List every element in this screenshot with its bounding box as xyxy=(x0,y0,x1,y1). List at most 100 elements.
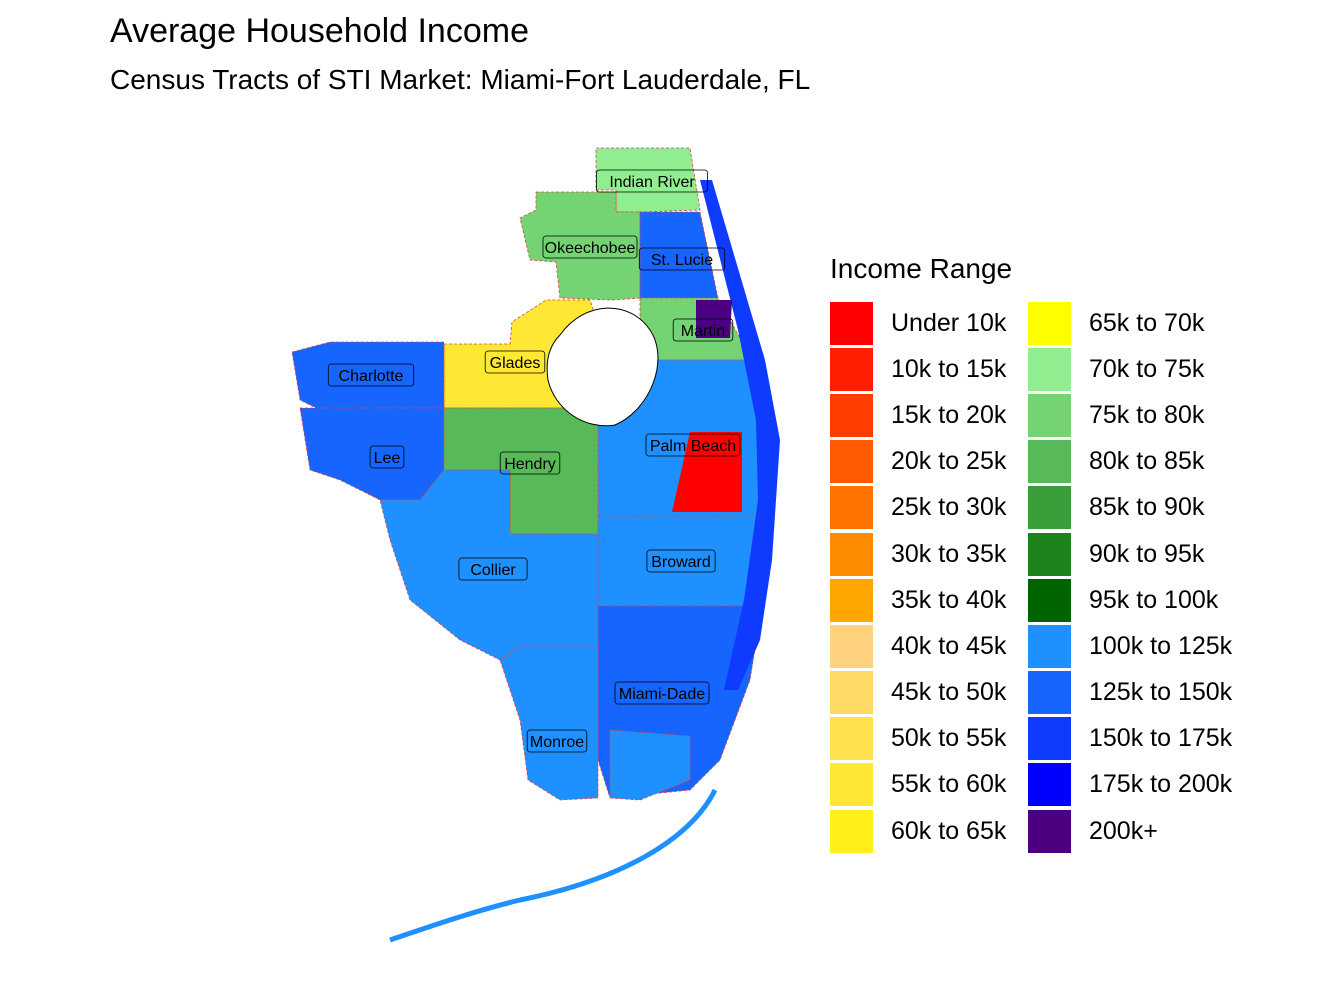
county-label-indian-river: Indian River xyxy=(596,169,709,193)
legend-label: 20k to 25k xyxy=(891,447,1007,476)
svg-text:Hendry: Hendry xyxy=(504,456,556,473)
legend-item: 50k to 55k xyxy=(830,716,1028,762)
legend-label: 75k to 80k xyxy=(1089,400,1205,429)
county-labels: Indian River Okeechobee St. Lucie Martin Gla… xyxy=(327,169,741,753)
legend-item: 45k to 50k xyxy=(830,670,1028,716)
legend-item: 90k to 95k xyxy=(1028,531,1238,577)
county-label-charlotte: Charlotte xyxy=(327,363,415,387)
legend-label: 70k to 75k xyxy=(1089,354,1205,383)
county-label-glades: Glades xyxy=(484,350,546,374)
legend-swatch xyxy=(830,763,873,807)
county-lee xyxy=(299,407,445,501)
legend-swatch xyxy=(830,347,873,391)
legend-label: 50k to 55k xyxy=(891,724,1007,753)
legend-swatch xyxy=(1028,671,1071,715)
legend-swatch xyxy=(830,717,873,761)
legend-item: 95k to 100k xyxy=(1028,577,1238,623)
legend-item: 15k to 20k xyxy=(830,392,1028,438)
legend-swatch xyxy=(1028,578,1071,622)
legend-item: 150k to 175k xyxy=(1028,716,1238,762)
legend-item: 35k to 40k xyxy=(830,577,1028,623)
county-label-miami-dade: Miami-Dade xyxy=(614,681,710,705)
legend-swatch xyxy=(830,301,873,345)
svg-text:Glades: Glades xyxy=(490,355,541,372)
legend-item: 30k to 35k xyxy=(830,531,1028,577)
county-label-collier: Collier xyxy=(458,557,528,581)
svg-text:Indian River: Indian River xyxy=(609,174,695,191)
legend-swatch xyxy=(1028,809,1071,853)
legend-label: 35k to 40k xyxy=(891,585,1007,614)
legend-swatch xyxy=(830,393,873,437)
legend-label: 90k to 95k xyxy=(1089,539,1205,568)
legend-swatch xyxy=(1028,301,1071,345)
legend-swatch xyxy=(1028,717,1071,761)
legend-item: 65k to 70k xyxy=(1028,300,1238,346)
legend-label: 100k to 125k xyxy=(1089,631,1233,660)
legend-swatch xyxy=(1028,440,1071,484)
legend-label: 80k to 85k xyxy=(1089,447,1205,476)
county-label-monroe: Monroe xyxy=(526,729,588,753)
county-label-broward: Broward xyxy=(646,549,716,573)
legend-swatch xyxy=(830,440,873,484)
legend-item: 60k to 65k xyxy=(830,808,1028,854)
county-label-palm-beach: Palm Beach xyxy=(645,433,741,457)
legend-label: 15k to 20k xyxy=(891,400,1007,429)
legend-label: 55k to 60k xyxy=(891,770,1007,799)
legend-label: 150k to 175k xyxy=(1089,724,1233,753)
palm-beach-low-income xyxy=(672,432,742,512)
legend-swatch xyxy=(830,532,873,576)
legend-label: 85k to 90k xyxy=(1089,493,1205,522)
legend-item: 85k to 90k xyxy=(1028,485,1238,531)
legend-item: 125k to 150k xyxy=(1028,670,1238,716)
county-monroe xyxy=(499,645,599,801)
svg-text:Miami-Dade: Miami-Dade xyxy=(619,686,705,703)
legend-item: 80k to 85k xyxy=(1028,439,1238,485)
legend-swatch xyxy=(1028,763,1071,807)
legend-label: Under 10k xyxy=(891,308,1007,337)
county-indian-river xyxy=(595,147,701,213)
legend-label: 125k to 150k xyxy=(1089,678,1233,707)
legend-item: 25k to 30k xyxy=(830,485,1028,531)
legend-title: Income Range xyxy=(830,253,1013,284)
legend-label: 10k to 15k xyxy=(891,354,1007,383)
legend-label: 30k to 35k xyxy=(891,539,1007,568)
svg-text:Okeechobee: Okeechobee xyxy=(545,240,636,257)
svg-text:Broward: Broward xyxy=(651,554,711,571)
legend: Under 10k 10k to 15k 15k to 20k 20k to 25k 2… xyxy=(830,300,1238,854)
legend-label: 175k to 200k xyxy=(1089,770,1233,799)
svg-text:Collier: Collier xyxy=(470,562,516,579)
legend-item: 75k to 80k xyxy=(1028,392,1238,438)
legend-swatch xyxy=(830,624,873,668)
legend-swatch xyxy=(1028,393,1071,437)
svg-text:Martin: Martin xyxy=(681,323,725,340)
county-label-st-lucie: St. Lucie xyxy=(638,247,726,271)
legend-item: 10k to 15k xyxy=(830,346,1028,392)
svg-text:St. Lucie: St. Lucie xyxy=(651,252,713,269)
map-title: Average Household Income xyxy=(110,12,529,50)
svg-text:Charlotte: Charlotte xyxy=(339,368,404,385)
legend-swatch xyxy=(1028,347,1071,391)
county-label-hendry: Hendry xyxy=(499,451,561,475)
county-monroe-south xyxy=(609,729,691,801)
legend-label: 25k to 30k xyxy=(891,493,1007,522)
county-collier xyxy=(379,469,599,661)
legend-label: 45k to 50k xyxy=(891,678,1007,707)
county-okeechobee xyxy=(519,191,641,301)
legend-item: 100k to 125k xyxy=(1028,623,1238,669)
legend-swatch xyxy=(1028,486,1071,530)
legend-item: 70k to 75k xyxy=(1028,346,1238,392)
legend-label: 95k to 100k xyxy=(1089,585,1219,614)
legend-item: 40k to 45k xyxy=(830,623,1028,669)
svg-text:Monroe: Monroe xyxy=(530,734,584,751)
county-label-martin: Martin xyxy=(672,318,734,342)
county-label-lee: Lee xyxy=(369,445,405,469)
svg-text:Palm Beach: Palm Beach xyxy=(650,438,736,455)
svg-text:Lee: Lee xyxy=(374,450,401,467)
legend-swatch xyxy=(830,486,873,530)
legend-label: 200k+ xyxy=(1089,816,1158,845)
legend-item: 55k to 60k xyxy=(830,762,1028,808)
legend-label: 65k to 70k xyxy=(1089,308,1205,337)
lake-okeechobee xyxy=(546,307,659,427)
legend-label: 40k to 45k xyxy=(891,631,1007,660)
